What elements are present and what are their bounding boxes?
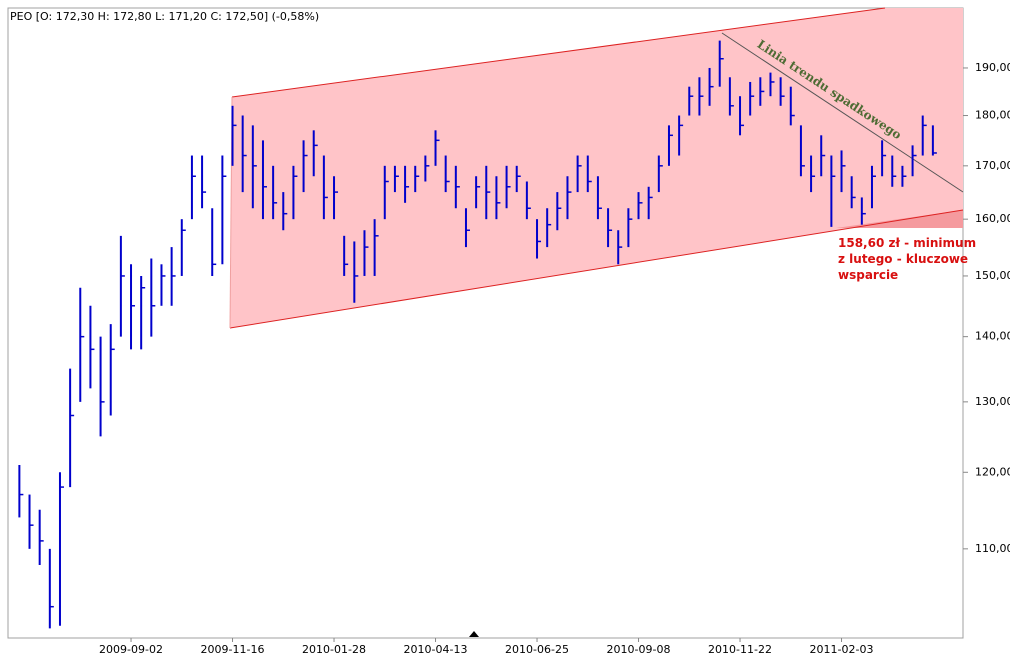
y-tick-label: 140,00 <box>975 330 1010 343</box>
support-zone <box>836 210 963 228</box>
support-note: z lutego - kluczowe <box>838 252 968 266</box>
y-tick-label: 130,00 <box>975 395 1010 408</box>
x-tick-label: 2010-06-25 <box>505 643 569 656</box>
x-tick-label: 2009-11-16 <box>201 643 265 656</box>
x-tick-label: 2010-01-28 <box>302 643 366 656</box>
channel-lower <box>229 209 964 329</box>
y-tick-label: 180,00 <box>975 109 1010 122</box>
y-tick-label: 110,00 <box>975 542 1010 555</box>
y-tick-label: 150,00 <box>975 269 1010 282</box>
y-tick-label: 190,00 <box>975 61 1010 74</box>
x-tick-label: 2010-11-22 <box>708 643 772 656</box>
y-tick-label: 170,00 <box>975 159 1010 172</box>
channel-upper <box>231 7 886 98</box>
x-tick-label: 2011-02-03 <box>810 643 874 656</box>
chart-title: PEO [O: 172,30 H: 172,80 L: 171,20 C: 17… <box>10 10 319 23</box>
x-tick-label: 2010-09-08 <box>607 643 671 656</box>
scroll-marker <box>469 631 479 637</box>
support-note: wsparcie <box>838 268 898 282</box>
support-note: 158,60 zł - minimum <box>838 236 976 250</box>
x-tick-label: 2010-04-13 <box>404 643 468 656</box>
x-tick-label: 2009-09-02 <box>99 643 163 656</box>
downtrend-line <box>721 32 964 193</box>
y-tick-label: 160,00 <box>975 212 1010 225</box>
y-tick-label: 120,00 <box>975 465 1010 478</box>
